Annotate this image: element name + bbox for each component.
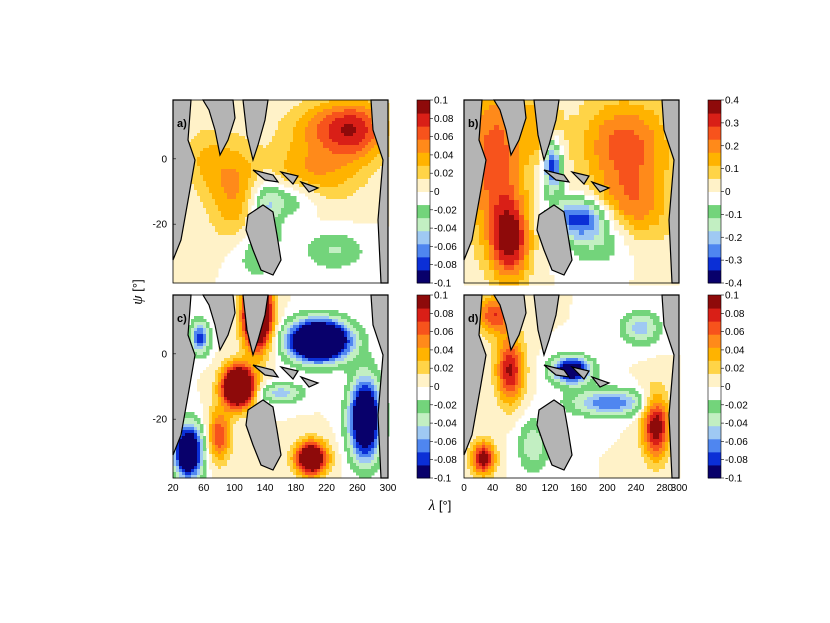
- panel-d-colorbar-tick: 0.08: [725, 309, 745, 320]
- panel-c-colorbar-tick: 0.06: [434, 327, 454, 338]
- panel-c-colorbar-tick: 0: [434, 382, 440, 393]
- x-tick-label-c: 20: [167, 483, 179, 494]
- panel-b-colorbar: 0.4 0.3 0.2 0.1 0 -0.1 -0.2 -0.3 -0.4: [707, 96, 743, 290]
- x-tick-label-c: 100: [226, 483, 243, 494]
- panel-b-land: [463, 99, 680, 284]
- x-tick-label-c: 60: [198, 483, 210, 494]
- x-tick-label-d: 160: [570, 483, 587, 494]
- panel-d-colorbar-tick: -0.06: [725, 437, 748, 448]
- x-axis-symbol: λ: [428, 498, 436, 514]
- axis-ticks: 20 60 100 140 180 220 260 300 0 40 80 120 160 200 240 2…: [153, 154, 688, 494]
- x-tick-label-c: 260: [349, 483, 366, 494]
- x-tick-label-c: 180: [288, 483, 305, 494]
- panel-c-colorbar: 0.1 0.08 0.06 0.04 0.02 0 -0.02 -0.04 -0.06 -0.08…: [416, 291, 457, 485]
- panel-c-label: c): [177, 313, 187, 325]
- panel-b-label: b): [468, 118, 479, 130]
- panel-b: b) 0.4 0.3 0.2 0.1 0 -0.1 -0.2 -0.3 -0.4: [463, 96, 743, 290]
- panel-d: d) 0.1 0.08 0.06 0.04 0.02 0 -0.02 -0.04 -0.06 -0…: [463, 291, 748, 485]
- y-tick-label-a: -20: [153, 220, 168, 231]
- panel-d-colorbar-tick: 0.04: [725, 345, 745, 356]
- panel-d-colorbar-tick: 0: [725, 382, 731, 393]
- panel-b-colorbar-tick: -0.1: [725, 210, 743, 221]
- x-axis-label: λ [°]: [428, 498, 452, 514]
- x-tick-label-d: 280: [656, 483, 673, 494]
- y-tick-label-c: -20: [153, 415, 168, 426]
- panel-a-field: [173, 100, 390, 284]
- y-axis-label: ψ [°]: [130, 279, 146, 305]
- y-tick-label-c: 0: [161, 349, 167, 360]
- panel-d-colorbar-tick: 0.1: [725, 291, 739, 302]
- panel-c-colorbar-tick: -0.08: [434, 455, 457, 466]
- x-tick-label-c: 220: [318, 483, 335, 494]
- x-tick-label-d: 200: [599, 483, 616, 494]
- y-tick-label-a: 0: [161, 154, 167, 165]
- panel-b-colorbar-tick: 0.1: [725, 164, 739, 175]
- panel-c-colorbar-tick: -0.1: [434, 474, 452, 485]
- panel-d-colorbar-tick: 0.02: [725, 364, 745, 375]
- panel-c: c) 0.1 0.08 0.06 0.04 0.02 0 -0.02 -0.04 -0.06 -0…: [172, 291, 457, 485]
- panel-a-colorbar-tick: -0.08: [434, 260, 457, 271]
- panel-a-colorbar: 0.1 0.08 0.06 0.04 0.02 0 -0.02 -0.04 -0.06 -0.08…: [416, 96, 457, 290]
- panel-d-colorbar-tick: -0.08: [725, 455, 748, 466]
- x-tick-label-d: 80: [516, 483, 528, 494]
- panel-d-colorbar: 0.1 0.08 0.06 0.04 0.02 0 -0.02 -0.04 -0.06 -0.08…: [707, 291, 748, 485]
- panel-a: a) 0.1 0.08 0.06 0.04 0.02 0 -0.02 -0.04 -0.06 -0…: [172, 96, 457, 290]
- panel-c-colorbar-tick: -0.04: [434, 419, 457, 430]
- x-tick-label-c: 140: [257, 483, 274, 494]
- panel-a-colorbar-tick: -0.1: [434, 279, 452, 290]
- panel-b-colorbar-tick: 0.3: [725, 118, 739, 129]
- panel-a-colorbar-tick: 0.06: [434, 132, 454, 143]
- panel-a-colorbar-tick: 0.08: [434, 114, 454, 125]
- panel-a-label: a): [177, 118, 187, 130]
- panel-c-colorbar-tick: -0.02: [434, 400, 457, 411]
- x-tick-label-d: 120: [542, 483, 559, 494]
- x-tick-label-c: 300: [380, 483, 397, 494]
- panel-c-colorbar-tick: 0.02: [434, 364, 454, 375]
- panel-d-colorbar-tick: 0.06: [725, 327, 745, 338]
- panel-a-colorbar-tick: 0.02: [434, 169, 454, 180]
- panel-a-land: [172, 99, 389, 284]
- panel-b-colorbar-tick: 0.4: [725, 96, 739, 107]
- x-axis-unit: [°]: [439, 498, 451, 513]
- x-tick-label-d: 240: [628, 483, 645, 494]
- panel-c-colorbar-tick: -0.06: [434, 437, 457, 448]
- panel-b-colorbar-tick: -0.3: [725, 256, 743, 267]
- panel-d-label: d): [468, 313, 479, 325]
- panel-d-colorbar-tick: -0.1: [725, 474, 743, 485]
- y-axis-unit: [°]: [130, 279, 145, 291]
- panel-b-colorbar-tick: -0.2: [725, 233, 743, 244]
- panel-a-colorbar-tick: -0.06: [434, 242, 457, 253]
- panel-a-colorbar-tick: 0: [434, 187, 440, 198]
- panel-b-colorbar-tick: 0: [725, 187, 731, 198]
- panel-a-colorbar-tick: 0.1: [434, 96, 448, 107]
- panel-d-colorbar-tick: -0.04: [725, 419, 748, 430]
- panel-d-land: [463, 294, 680, 479]
- x-tick-label-d: 40: [487, 483, 499, 494]
- panel-b-colorbar-tick: 0.2: [725, 141, 739, 152]
- panel-a-colorbar-tick: 0.04: [434, 150, 454, 161]
- panel-c-colorbar-tick: 0.04: [434, 345, 454, 356]
- panel-a-colorbar-tick: -0.04: [434, 224, 457, 235]
- x-tick-label-d: 300: [671, 483, 688, 494]
- panel-b-colorbar-tick: -0.4: [725, 279, 743, 290]
- panel-d-colorbar-tick: -0.02: [725, 400, 748, 411]
- panel-c-colorbar-tick: 0.08: [434, 309, 454, 320]
- x-tick-label-d: 0: [461, 483, 467, 494]
- y-axis-symbol: ψ: [130, 295, 146, 305]
- panel-c-colorbar-tick: 0.1: [434, 291, 448, 302]
- panel-a-colorbar-tick: -0.02: [434, 205, 457, 216]
- panel-c-land: [172, 294, 389, 479]
